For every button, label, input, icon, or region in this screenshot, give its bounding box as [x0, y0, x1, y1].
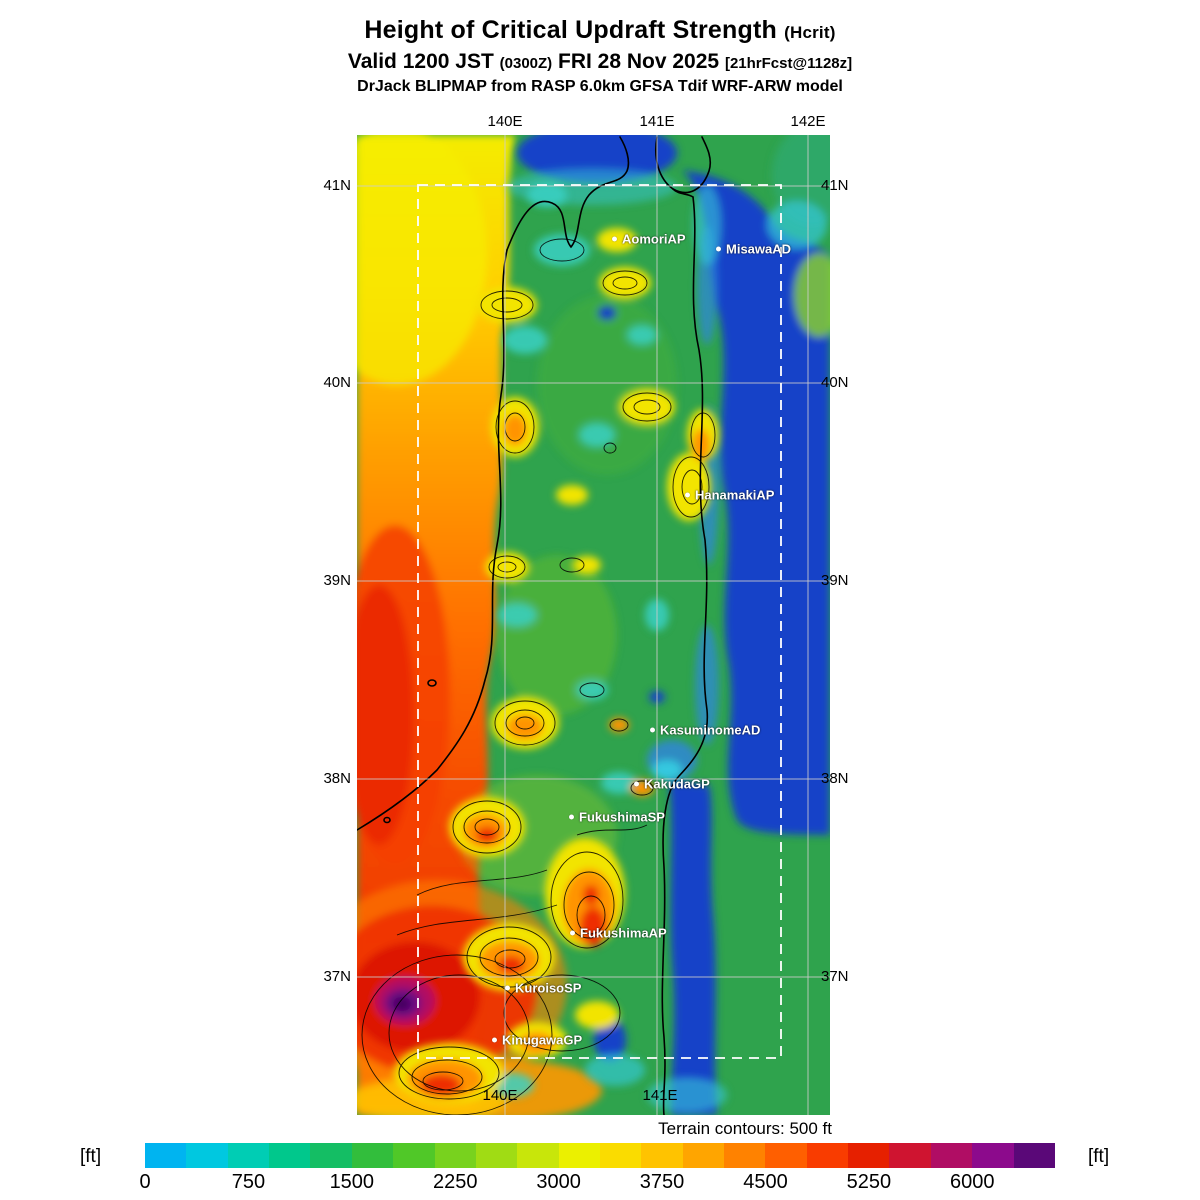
map-overlay-svg [357, 135, 830, 1115]
pacific-field [507, 135, 830, 1115]
colorbar-segment [641, 1143, 683, 1168]
colorbar-tick: 3000 [536, 1171, 581, 1193]
colorbar-segment [434, 1143, 476, 1168]
colorbar-tick: 750 [231, 1171, 266, 1193]
colorbar-tick: 0 [139, 1171, 151, 1193]
longitude-label-top: 140E [487, 113, 523, 130]
colorbar-ticks: 0 750 1500 2250 3000 3750 4500 5250 6000 [139, 1171, 1055, 1197]
colorbar-gradient [145, 1143, 1055, 1168]
forecast-map[interactable]: AomoriAP MisawaAD HanamakiAP KasuminomeAD Ka… [323, 113, 849, 1115]
colorbar-segment [724, 1143, 766, 1168]
terrain-contours [361, 238, 716, 1115]
colorbar-tick: 5250 [846, 1171, 892, 1193]
latitude-label-left: 39N [323, 572, 351, 589]
colorbar-segment [393, 1143, 435, 1168]
latitude-label-left: 38N [323, 770, 351, 787]
page-title-line: Height of Critical Updraft Strength (Hcr… [0, 16, 1200, 45]
longitude-label-top: 142E [790, 113, 826, 130]
header: Height of Critical Updraft Strength (Hcr… [0, 16, 1200, 96]
colorbar-segment [848, 1143, 890, 1168]
colorbar-tick: 1500 [329, 1171, 375, 1193]
model-domain-outline [417, 184, 782, 1059]
colorbar-segment [889, 1143, 931, 1168]
longitude-label-top: 141E [639, 113, 675, 130]
colorbar-segment [269, 1143, 311, 1168]
forecast-offset: [21hrFcst@1128z] [724, 55, 853, 72]
colorbar-segment [765, 1143, 807, 1168]
coastline [357, 136, 712, 1115]
colorbar-segment [227, 1143, 270, 1168]
colorbar-segment [475, 1143, 518, 1168]
colorbar-segment [930, 1143, 973, 1168]
colorbar-segment [310, 1143, 352, 1168]
colorbar-segment [682, 1143, 725, 1168]
valid-time: Valid 1200 JST [347, 50, 494, 73]
latitude-label-left: 37N [323, 968, 351, 985]
valid-date: FRI 28 Nov 2025 [558, 50, 720, 73]
terrain-contours-note: Terrain contours: 500 ft [658, 1119, 832, 1138]
valid-time-line: Valid 1200 JST (0300Z) FRI 28 Nov 2025 [… [0, 50, 1200, 74]
valid-time-zulu: (0300Z) [499, 55, 553, 72]
page-title: Height of Critical Updraft Strength [364, 16, 777, 44]
colorbar-tick: 4500 [743, 1171, 788, 1193]
colorbar-segment [145, 1143, 187, 1168]
colorbar-segment [517, 1143, 559, 1168]
colorbar-segment [1013, 1143, 1055, 1168]
page-title-suffix: (Hcrit) [784, 23, 836, 42]
colorbar-segment [351, 1143, 394, 1168]
latitude-label-left: 40N [323, 374, 351, 391]
colorbar-tick: 3750 [639, 1171, 685, 1193]
model-description: DrJack BLIPMAP from RASP 6.0km GFSA Tdif… [357, 78, 843, 95]
colorbar-segment [599, 1143, 642, 1168]
colorbar-segment [972, 1143, 1014, 1168]
colorbar-segment [186, 1143, 228, 1168]
colorbar-segment [806, 1143, 849, 1168]
colorbar-unit-right: [ft] [1088, 1146, 1110, 1167]
colorbar-unit-left: [ft] [80, 1146, 102, 1167]
colorbar-segment [558, 1143, 600, 1168]
latitude-label-left: 41N [323, 177, 351, 194]
colorbar-tick: 2250 [432, 1171, 478, 1193]
map-field-svg [357, 135, 830, 1115]
colorbar-tick: 6000 [950, 1171, 995, 1193]
